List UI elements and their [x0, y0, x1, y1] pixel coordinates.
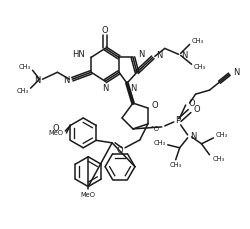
- Text: CH₃: CH₃: [16, 88, 28, 94]
- Text: CH₃: CH₃: [153, 140, 165, 146]
- Text: N: N: [34, 76, 40, 85]
- Text: CH₃: CH₃: [18, 64, 30, 70]
- Text: N: N: [155, 51, 162, 60]
- Text: ''O: ''O: [150, 126, 159, 132]
- Text: O: O: [116, 146, 122, 155]
- Text: O: O: [188, 98, 194, 108]
- Text: CH₃: CH₃: [169, 162, 181, 168]
- Text: N: N: [102, 84, 108, 93]
- Text: CH₃: CH₃: [212, 156, 224, 162]
- Text: MeO: MeO: [48, 130, 63, 136]
- Text: O: O: [102, 26, 108, 35]
- Text: O: O: [151, 101, 158, 109]
- Text: N: N: [180, 51, 186, 60]
- Text: N: N: [190, 132, 196, 141]
- Text: MeO: MeO: [80, 191, 95, 197]
- Text: N: N: [137, 50, 144, 59]
- Text: HN: HN: [72, 50, 85, 59]
- Text: N: N: [130, 84, 136, 93]
- Text: CH₃: CH₃: [193, 64, 205, 70]
- Text: N: N: [63, 76, 69, 85]
- Text: O: O: [52, 124, 59, 134]
- Text: O: O: [193, 104, 200, 114]
- Text: P: P: [174, 117, 180, 125]
- Text: N: N: [232, 68, 239, 77]
- Text: CH₃: CH₃: [214, 132, 227, 138]
- Text: CH₃: CH₃: [191, 38, 203, 44]
